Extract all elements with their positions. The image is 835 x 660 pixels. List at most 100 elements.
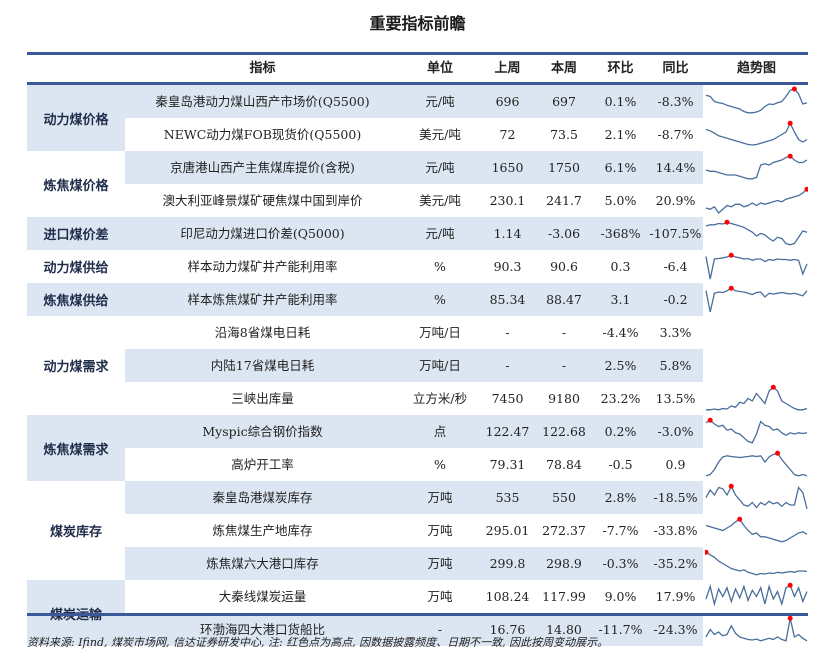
indicator-cell: 环渤海四大港口货船比: [199, 622, 325, 637]
unit-cell: 美元/吨: [419, 193, 461, 208]
category-label: 动力煤需求: [43, 360, 109, 375]
category-label: 炼焦煤需求: [27, 415, 125, 481]
indicator-cell: 澳大利亚峰景煤矿硬焦煤中国到岸价: [162, 193, 363, 208]
last-week-cell: 295.01: [485, 523, 530, 538]
table-row: 内陆17省煤电日耗 万吨/日 - - 2.5% 5.8%: [125, 349, 703, 382]
header-prev: 上周: [494, 61, 521, 76]
trend-sparkline: [705, 120, 808, 146]
header-cur: 本周: [550, 61, 577, 76]
wow-change-cell: -11.7%: [598, 622, 643, 637]
unit-cell: 万吨: [427, 589, 453, 604]
yoy-change-cell: -35.2%: [653, 556, 698, 571]
trend-line: [705, 484, 808, 509]
unit-cell: 元/吨: [425, 94, 455, 109]
indicator-cell: 炼焦煤生产地库存: [212, 523, 313, 538]
bottom-rule: [27, 613, 808, 616]
table-row: 京唐港山西产主焦煤库提价(含税) 元/吨 1650 1750 6.1% 14.4%: [125, 151, 703, 184]
trend-line: [705, 584, 808, 607]
this-week-cell: 90.6: [550, 259, 578, 274]
peak-marker: [728, 252, 734, 258]
wow-change-cell: 5.0%: [604, 193, 637, 208]
yoy-change-cell: 0.9: [665, 457, 686, 472]
category-label: 煤炭库存: [49, 525, 102, 540]
this-week-cell: 298.9: [546, 556, 582, 571]
trend-sparkline: [705, 417, 808, 444]
last-week-cell: 16.76: [489, 622, 526, 637]
category-label: 炼焦煤供给: [27, 283, 125, 316]
trend-sparkline: [706, 384, 808, 411]
trend-line: [705, 121, 808, 146]
last-week-cell: -: [505, 325, 510, 340]
wow-change-cell: 6.1%: [604, 160, 637, 175]
table-row: 秦皇岛港煤炭库存 万吨 535 550 2.8% -18.5%: [125, 481, 703, 514]
peak-marker: [791, 86, 797, 92]
unit-cell: 元/吨: [425, 160, 455, 175]
table-row: 秦皇岛港动力煤山西产市场价(Q5500) 元/吨 696 697 0.1% -8.3%: [125, 85, 703, 118]
header-trend: 趋势图: [736, 61, 776, 76]
trend-line: [706, 386, 808, 411]
wow-change-cell: -0.3%: [602, 556, 639, 571]
header-rule: [27, 82, 808, 85]
indicator-cell: 内陆17省煤电日耗: [210, 358, 315, 373]
category-label: 炼焦煤价格: [43, 178, 109, 194]
trend-sparkline: [705, 549, 808, 576]
trend-line: [705, 287, 808, 313]
this-week-cell: -: [561, 325, 567, 340]
peak-marker: [787, 582, 793, 588]
last-week-cell: 1650: [491, 160, 524, 175]
table-row: 环渤海四大港口货船比 - 16.76 14.80 -11.7% -24.3%: [125, 613, 703, 646]
indicator-cell: 炼焦煤六大港口库存: [206, 556, 319, 571]
this-week-cell: 272.37: [542, 523, 586, 538]
table-row: 高炉开工率% 79.31 78.84 -0.5 0.9: [125, 448, 703, 481]
wow-change-cell: 2.1%: [604, 127, 637, 142]
trend-line: [705, 618, 808, 642]
last-week-cell: 90.3: [493, 259, 522, 274]
wow-change-cell: -4.4%: [602, 325, 639, 340]
table-row: 炼焦煤六大港口库存 万吨 299.8 298.9 -0.3% -35.2%: [125, 547, 703, 580]
wow-change-cell: 9.0%: [604, 589, 637, 604]
unit-cell: 万吨: [427, 523, 453, 538]
unit-cell: -: [437, 622, 443, 637]
last-week-cell: 72: [499, 127, 516, 142]
unit-cell: 元/吨: [425, 226, 455, 241]
this-week-cell: -3.06: [547, 226, 581, 241]
wow-change-cell: -7.7%: [602, 523, 639, 538]
yoy-change-cell: -3.0%: [657, 424, 694, 439]
trend-line: [705, 551, 808, 576]
header-tb: 同比: [662, 61, 689, 76]
header-unit: 单位: [426, 61, 453, 76]
last-week-cell: 1.14: [493, 226, 522, 241]
table-row: Myspic综合钢价指数 点 122.47 122.68 0.2% -3.0%: [125, 415, 703, 448]
peak-marker: [804, 186, 808, 192]
top-rule: [27, 52, 808, 55]
peak-marker: [737, 516, 743, 522]
table-row: 澳大利亚峰景煤矿硬焦煤中国到岸价 美元/吨 230.1 241.7 5.0% 20.9%: [125, 184, 703, 217]
this-week-cell: 73.5: [550, 127, 578, 142]
wow-change-cell: 0.3: [610, 259, 631, 274]
yoy-change-cell: -6.4: [663, 259, 688, 274]
indicator-cell: 沿海8省煤电日耗: [214, 325, 311, 340]
yoy-change-cell: -8.3%: [657, 94, 694, 109]
yoy-change-cell: -18.5%: [653, 490, 698, 505]
yoy-change-cell: 5.8%: [659, 358, 692, 373]
table-row: 样本动力煤矿井产能利用率% 90.3 90.6 0.3 -6.4: [125, 250, 703, 283]
last-week-cell: 7450: [491, 391, 524, 406]
trend-line: [705, 155, 808, 180]
this-week-cell: 697: [552, 94, 576, 109]
peak-marker: [724, 219, 730, 225]
last-week-cell: 299.8: [489, 556, 526, 571]
peak-marker: [770, 384, 776, 390]
trend-line: [705, 221, 808, 246]
peak-marker: [707, 417, 713, 423]
indicator-cell: 样本炼焦煤矿井产能利用率: [187, 292, 338, 307]
category-label: 动力煤供给: [43, 261, 109, 276]
indicator-cell: 样本动力煤矿井产能利用率: [187, 259, 338, 274]
trend-line: [705, 254, 808, 280]
yoy-change-cell: 3.3%: [659, 325, 692, 340]
trend-line: [705, 419, 808, 444]
unit-cell: %: [434, 259, 446, 274]
peak-marker: [787, 120, 793, 126]
unit-cell: 万吨: [427, 556, 453, 571]
this-week-cell: 122.68: [542, 424, 586, 439]
trend-sparkline: [705, 153, 808, 180]
